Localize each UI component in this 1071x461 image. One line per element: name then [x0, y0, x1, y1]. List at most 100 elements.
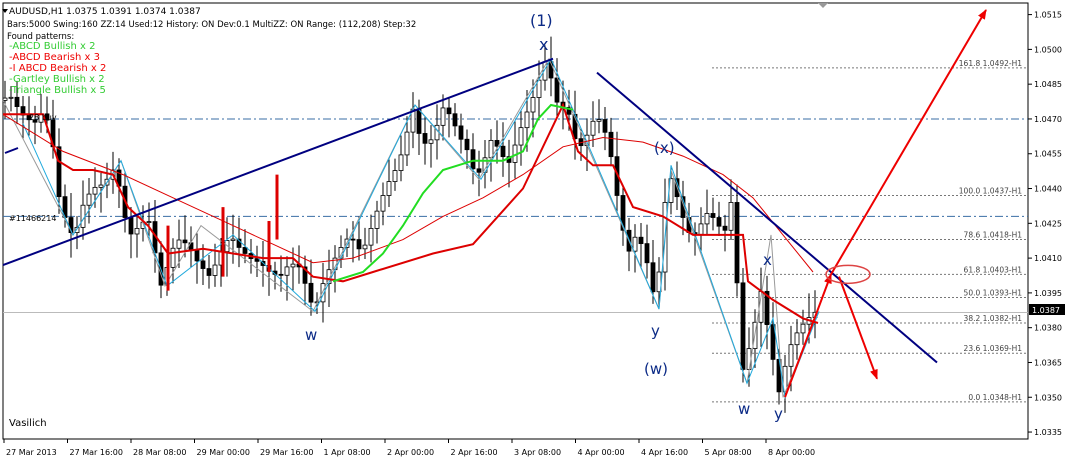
- candle-body: [254, 258, 260, 262]
- candle-body: [680, 196, 686, 218]
- zigzag-gray-line: [2, 57, 820, 398]
- wave-label-1: (1): [530, 11, 553, 30]
- candle-body: [518, 127, 524, 146]
- candle-body: [242, 247, 248, 254]
- y-tick-label: 1.0365: [1034, 358, 1062, 367]
- ma-step-green-line: [332, 103, 574, 283]
- y-tick-label: 1.0395: [1034, 289, 1062, 298]
- candle-body: [86, 193, 92, 206]
- wave-label-w-paren: (w): [644, 360, 668, 378]
- pattern-item: -ABCD Bullish x 2: [9, 41, 96, 52]
- fib-level-label: 78.6 1.0418-H1: [964, 231, 1023, 240]
- candle-body: [308, 282, 314, 303]
- candle-body: [146, 221, 152, 223]
- candle-body: [80, 204, 86, 228]
- candles-layer: [2, 36, 818, 413]
- title-triangle-icon[interactable]: [2, 9, 8, 13]
- candle-body: [638, 236, 644, 245]
- trend-line: [2, 57, 554, 267]
- x-tick-label: 29 Mar 00:00: [197, 448, 250, 457]
- trend-line-stub: [4, 147, 19, 154]
- candle-body: [770, 324, 776, 360]
- candle-body: [44, 113, 50, 121]
- forecast-arrow: [830, 9, 987, 275]
- candle-body: [608, 131, 614, 158]
- wave-label-x-paren: (x): [654, 139, 675, 157]
- candle-body: [644, 243, 650, 264]
- watermark-label: Vasilich: [9, 418, 47, 429]
- wave-label-w-2: w: [738, 400, 750, 418]
- x-tick-label: 27 Mar 2013: [6, 448, 57, 457]
- candle-body: [620, 195, 626, 231]
- candle-body: [320, 283, 326, 303]
- candle-body: [452, 113, 458, 127]
- pattern-item: -I ABCD Bearish x 2: [9, 63, 106, 74]
- shift-marker-icon[interactable]: [818, 3, 828, 8]
- y-tick-label: 1.0410: [1034, 254, 1062, 263]
- plot-frame: [2, 2, 1029, 440]
- candle-body: [494, 140, 500, 147]
- pattern-item: -Triangle Bullish x 5: [9, 85, 106, 96]
- x-tick-label: 4 Apr 16:00: [641, 448, 688, 457]
- y-tick-label: 1.0515: [1034, 11, 1062, 20]
- y-axis: 1.0515 1.0500 1.0485 1.0470 1.0455 1.0440 1.04…: [1028, 11, 1062, 437]
- y-tick-label: 1.0485: [1034, 80, 1062, 89]
- symbol-title: AUDUSD,H1 1.0375 1.0391 1.0374 1.0387: [9, 7, 201, 17]
- candle-body: [632, 236, 638, 252]
- wave-label-x-small: x: [763, 251, 772, 269]
- candle-body: [416, 108, 422, 134]
- candle-body: [176, 239, 182, 249]
- current-price-tag: [1029, 304, 1065, 315]
- candle-body: [278, 273, 284, 276]
- fib-level-label: 61.8 1.0403-H1: [964, 265, 1023, 274]
- candle-body: [74, 226, 80, 233]
- candle-body: [134, 228, 140, 235]
- target-ellipse: [825, 264, 871, 285]
- candle-body: [530, 97, 536, 113]
- candle-body: [230, 238, 236, 241]
- y-tick-label: 1.0425: [1034, 219, 1062, 228]
- candle-body: [290, 263, 296, 268]
- candle-body: [392, 170, 398, 182]
- x-tick-label: 5 Apr 08:00: [705, 448, 752, 457]
- candle-body: [98, 184, 104, 188]
- y-tick-label: 1.0380: [1034, 324, 1062, 333]
- candle-body: [602, 119, 608, 133]
- candle-body: [470, 149, 476, 170]
- candle-body: [554, 77, 560, 103]
- forecast-arrow: [838, 276, 878, 380]
- candle-body: [32, 119, 38, 123]
- candle-body: [710, 213, 716, 218]
- candle-body: [596, 119, 602, 122]
- candle-body: [764, 290, 770, 325]
- y-tick-label: 1.0350: [1034, 393, 1062, 402]
- candle-body: [746, 348, 752, 370]
- candle-body: [56, 146, 62, 198]
- candle-body: [404, 131, 410, 156]
- x-tick-label: 2 Apr 16:00: [451, 448, 498, 457]
- candle-body: [182, 239, 188, 244]
- candle-body: [200, 260, 206, 269]
- candle-body: [476, 168, 482, 173]
- wave-label-x-top: x: [539, 35, 548, 54]
- candle-body: [302, 266, 308, 284]
- x-tick-label: 3 Apr 08:00: [514, 448, 561, 457]
- x-axis: 27 Mar 2013 27 Mar 16:00 28 Mar 08:00 29 Ma…: [3, 439, 815, 457]
- y-tick-label: 1.0440: [1034, 185, 1062, 194]
- fib-level-label: 38.2 1.0382-H1: [964, 314, 1023, 323]
- grid-layer: 161.8 1.0492-H1 100.0 1.0437-H1 78.6 1.041…: [3, 59, 1028, 403]
- y-tick-label: 1.0500: [1034, 45, 1062, 54]
- x-tick-label: 2 Apr 00:00: [387, 448, 434, 457]
- candle-body: [722, 225, 728, 231]
- candle-body: [386, 181, 392, 196]
- y-tick-label: 1.0335: [1034, 428, 1062, 437]
- candle-body: [380, 195, 386, 212]
- candle-body: [8, 96, 14, 99]
- candle-body: [398, 154, 404, 171]
- candle-body: [500, 145, 506, 158]
- candle-body: [464, 138, 470, 151]
- candle-body: [548, 61, 554, 79]
- fib-level-label: 0.0 1.0348-H1: [968, 393, 1022, 402]
- candle-body: [734, 202, 740, 284]
